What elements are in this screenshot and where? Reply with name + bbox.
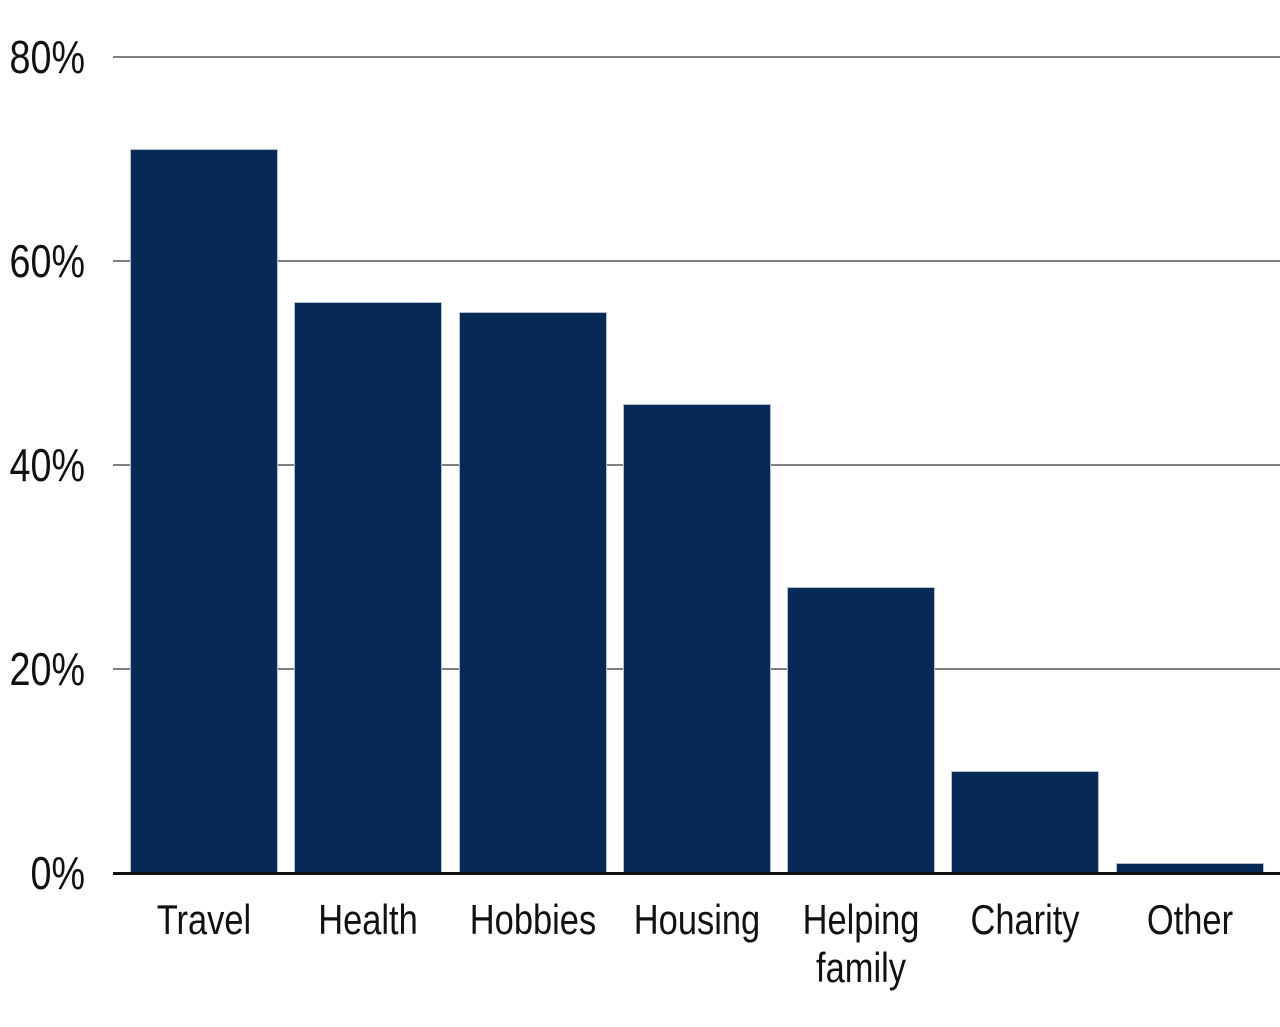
bar-hobbies (458, 312, 607, 873)
x-label-hobbies: Hobbies (469, 896, 596, 943)
x-label-other: Other (1146, 896, 1233, 943)
y-tick-label-40: 40% (9, 439, 85, 491)
gridline-60 (113, 260, 1280, 262)
bar-charity (951, 771, 1100, 873)
bar-housing (622, 403, 771, 873)
bar-travel (130, 148, 278, 873)
x-label-health: Health (318, 896, 419, 943)
x-label-travel: Travel (156, 896, 252, 943)
x-label-housing: Housing (633, 896, 760, 943)
x-label-helping-family: Helping family (802, 896, 920, 991)
gridline-80 (113, 56, 1280, 58)
bar-health (294, 301, 443, 873)
y-tick-label-0: 0% (30, 847, 85, 899)
y-tick-label-80: 80% (9, 31, 85, 83)
x-label-charity: Charity (970, 896, 1080, 943)
y-tick-label-20: 20% (9, 643, 85, 695)
y-tick-label-60: 60% (9, 235, 85, 287)
bar-other (1115, 862, 1264, 873)
x-axis-line (113, 872, 1280, 875)
bar-helping-family (787, 587, 935, 873)
